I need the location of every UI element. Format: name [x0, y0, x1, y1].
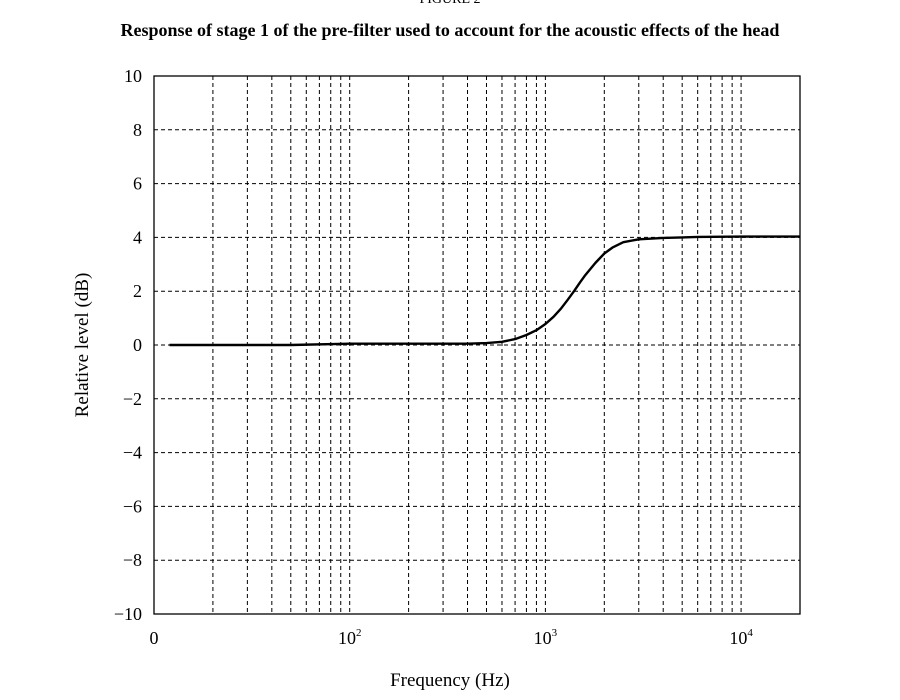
y-tick-label: −4 — [123, 443, 142, 463]
y-tick-label: 0 — [133, 335, 142, 355]
x-tick-label: 104 — [729, 627, 753, 648]
x-tick-label: 103 — [534, 627, 558, 648]
figure-label: FIGURE 2 — [0, 0, 900, 8]
y-tick-label: 6 — [133, 174, 142, 194]
series-line — [169, 235, 800, 347]
series-layer — [169, 235, 800, 347]
chart-title: Response of stage 1 of the pre-filter us… — [120, 20, 780, 40]
x-tick-label: 0 — [150, 628, 159, 648]
y-tick-label: 4 — [133, 227, 142, 247]
y-tick-label: −2 — [123, 389, 142, 409]
y-tick-label: 10 — [124, 66, 142, 86]
y-tick-label: 8 — [133, 120, 142, 140]
x-tick-labels: 0 102 103 104 — [150, 627, 754, 648]
x-axis-label: Frequency (Hz) — [390, 670, 510, 691]
y-tick-label: −8 — [123, 550, 142, 570]
y-tick-labels: −10 −8 −6 −4 −2 0 2 4 6 8 10 — [114, 66, 142, 624]
y-tick-label: 2 — [133, 281, 142, 301]
y-tick-label: −10 — [114, 604, 142, 624]
y-tick-label: −6 — [123, 496, 142, 516]
x-tick-label: 102 — [338, 627, 362, 648]
plot-frame — [153, 75, 801, 615]
